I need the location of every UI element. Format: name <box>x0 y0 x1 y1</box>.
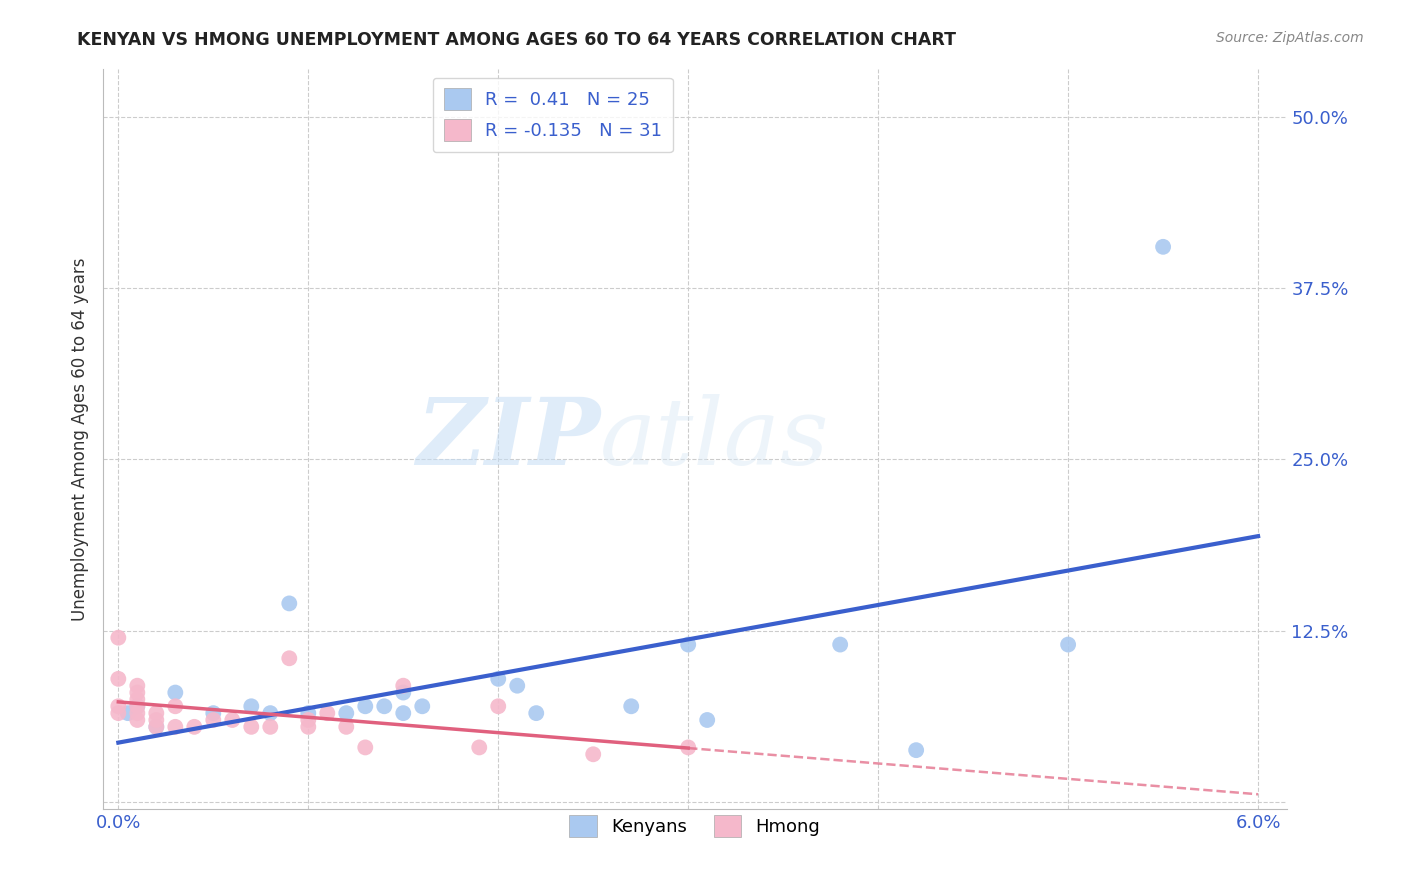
Point <box>506 679 529 693</box>
Point <box>240 699 263 714</box>
Point <box>354 699 377 714</box>
Point <box>127 699 149 714</box>
Point <box>145 713 167 727</box>
Point <box>468 740 491 755</box>
Point <box>145 720 167 734</box>
Point <box>524 706 547 720</box>
Text: Source: ZipAtlas.com: Source: ZipAtlas.com <box>1216 31 1364 45</box>
Point <box>373 699 395 714</box>
Point <box>221 713 243 727</box>
Point <box>354 740 377 755</box>
Point <box>392 685 415 699</box>
Text: KENYAN VS HMONG UNEMPLOYMENT AMONG AGES 60 TO 64 YEARS CORRELATION CHART: KENYAN VS HMONG UNEMPLOYMENT AMONG AGES … <box>77 31 956 49</box>
Point <box>297 713 319 727</box>
Point <box>676 638 699 652</box>
Point <box>259 706 281 720</box>
Point <box>107 672 129 686</box>
Point <box>127 692 149 706</box>
Point <box>127 679 149 693</box>
Point <box>127 699 149 714</box>
Point <box>240 720 263 734</box>
Point <box>676 740 699 755</box>
Point <box>297 720 319 734</box>
Point <box>392 679 415 693</box>
Point <box>165 699 187 714</box>
Legend: Kenyans, Hmong: Kenyans, Hmong <box>562 808 828 845</box>
Point <box>411 699 433 714</box>
Point <box>486 699 509 714</box>
Y-axis label: Unemployment Among Ages 60 to 64 years: Unemployment Among Ages 60 to 64 years <box>72 257 89 621</box>
Point <box>202 706 225 720</box>
Point <box>202 713 225 727</box>
Text: atlas: atlas <box>600 394 830 483</box>
Point <box>278 651 301 665</box>
Point <box>486 672 509 686</box>
Point <box>127 713 149 727</box>
Point <box>905 743 928 757</box>
Point <box>582 747 605 762</box>
Point <box>335 720 357 734</box>
Point <box>165 720 187 734</box>
Point <box>696 713 718 727</box>
Point <box>1152 240 1174 254</box>
Point <box>335 706 357 720</box>
Point <box>259 720 281 734</box>
Point <box>1057 638 1080 652</box>
Text: ZIP: ZIP <box>416 394 600 483</box>
Point <box>117 706 139 720</box>
Point <box>392 706 415 720</box>
Point <box>830 638 852 652</box>
Point <box>107 631 129 645</box>
Point <box>107 699 129 714</box>
Point <box>107 706 129 720</box>
Point <box>297 706 319 720</box>
Point <box>127 706 149 720</box>
Point <box>316 706 339 720</box>
Point <box>145 720 167 734</box>
Point <box>620 699 643 714</box>
Point <box>165 685 187 699</box>
Point <box>278 596 301 610</box>
Point <box>145 706 167 720</box>
Point <box>127 685 149 699</box>
Point <box>183 720 205 734</box>
